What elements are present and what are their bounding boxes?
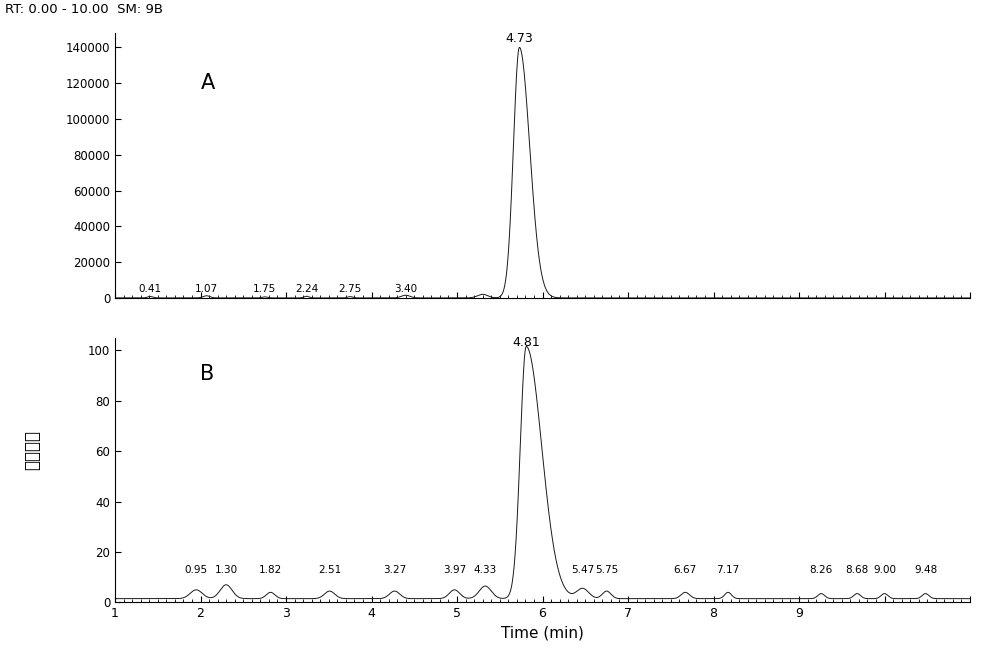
Text: 相对丰度: 相对丰度: [23, 430, 41, 470]
Text: 0.95: 0.95: [185, 565, 208, 575]
Text: 6.67: 6.67: [674, 565, 697, 575]
Text: 1.30: 1.30: [215, 565, 238, 575]
Text: 9.48: 9.48: [914, 565, 937, 575]
Text: 4.81: 4.81: [512, 336, 540, 349]
Text: 2.24: 2.24: [295, 284, 318, 294]
Text: 1.07: 1.07: [195, 284, 218, 294]
Text: 5.75: 5.75: [595, 565, 618, 575]
Text: RT: 0.00 - 10.00  SM: 9B: RT: 0.00 - 10.00 SM: 9B: [5, 3, 163, 17]
Text: 2.51: 2.51: [318, 565, 341, 575]
Text: 8.68: 8.68: [846, 565, 869, 575]
Text: 1.75: 1.75: [253, 284, 276, 294]
Text: 2.75: 2.75: [338, 284, 362, 294]
Text: 7.17: 7.17: [716, 565, 740, 575]
Text: 3.97: 3.97: [443, 565, 466, 575]
Text: A: A: [200, 73, 215, 93]
Text: 8.26: 8.26: [810, 565, 833, 575]
X-axis label: Time (min): Time (min): [501, 626, 584, 641]
Text: 3.27: 3.27: [383, 565, 406, 575]
Text: 9.00: 9.00: [873, 565, 896, 575]
Text: 4.73: 4.73: [506, 32, 533, 45]
Text: 0.41: 0.41: [138, 284, 162, 294]
Text: 4.33: 4.33: [474, 565, 497, 575]
Text: 5.47: 5.47: [571, 565, 594, 575]
Text: 1.82: 1.82: [259, 565, 282, 575]
Text: 3.40: 3.40: [394, 284, 417, 294]
Text: B: B: [200, 364, 215, 384]
